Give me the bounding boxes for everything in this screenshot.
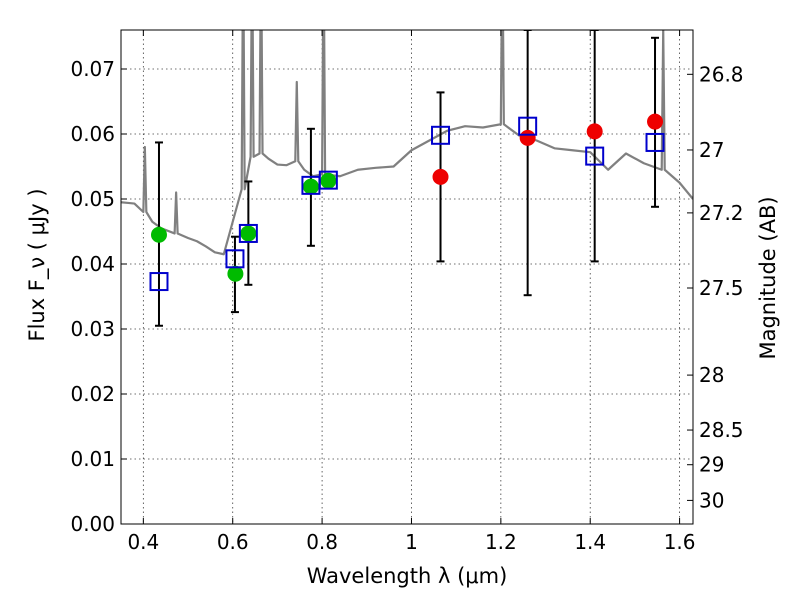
- data-point-circle: [432, 168, 449, 185]
- data-point-circle: [150, 226, 167, 243]
- data-point-circle: [647, 113, 664, 130]
- data-point-square: [585, 146, 605, 166]
- x-tick-label: 0.4: [127, 530, 159, 554]
- y-axis-right-label: Magnitude (AB): [756, 196, 780, 359]
- right-tick-label: 29: [699, 453, 724, 477]
- x-tick-label: 1.4: [574, 530, 606, 554]
- data-point-square: [149, 272, 169, 292]
- y-tick-label: 0.02: [70, 382, 115, 406]
- plot-frame: [120, 29, 694, 525]
- x-tick-label: 0.8: [306, 530, 338, 554]
- right-tick-label: 27.2: [699, 201, 744, 225]
- right-tick-label: 26.8: [699, 62, 744, 86]
- y-tick-label: 0.04: [70, 252, 115, 276]
- plot-background: [121, 30, 693, 524]
- y-tick-label: 0.06: [70, 122, 115, 146]
- spectrum-line: [121, 30, 693, 256]
- right-tick-label: 28.5: [699, 418, 744, 442]
- right-tick-label: 30: [699, 488, 724, 512]
- y-tick-label: 0.00: [70, 512, 115, 536]
- x-tick-label: 0.6: [217, 530, 249, 554]
- y-axis-label: Flux F_ν ( μJy ): [25, 188, 50, 341]
- data-point-square: [518, 116, 538, 136]
- data-point-circle: [227, 265, 244, 282]
- data-point-circle: [302, 178, 319, 195]
- right-tick-label: 28: [699, 363, 724, 387]
- x-tick-label: 1: [405, 530, 418, 554]
- x-tick-label: 1.6: [664, 530, 696, 554]
- data-point-circle: [240, 225, 257, 242]
- y-tick-label: 0.03: [70, 317, 115, 341]
- data-point-circle: [320, 172, 337, 189]
- x-tick-label: 1.2: [485, 530, 517, 554]
- data-point-circle: [586, 123, 603, 140]
- y-tick-label: 0.05: [70, 187, 115, 211]
- x-axis-label: Wavelength λ (μm): [307, 564, 508, 588]
- data-point-square: [318, 170, 338, 190]
- data-point-square: [225, 249, 245, 269]
- y-tick-label: 0.01: [70, 447, 115, 471]
- data-point-circle: [519, 129, 536, 146]
- data-point-square: [645, 132, 665, 152]
- y-tick-label: 0.07: [70, 57, 115, 81]
- right-tick-label: 27.5: [699, 276, 744, 300]
- right-tick-label: 27: [699, 138, 724, 162]
- data-point-square: [431, 125, 451, 145]
- data-point-square: [238, 223, 258, 243]
